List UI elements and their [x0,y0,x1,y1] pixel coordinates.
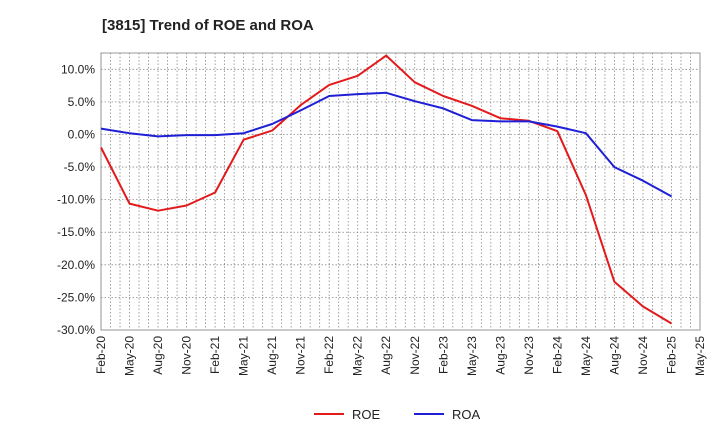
legend-label-roa: ROA [452,407,481,422]
legend: ROE ROA [314,407,481,422]
series-line-roe [100,54,673,325]
x-tick-label: May-22 [351,336,365,376]
x-tick-label: Aug-24 [607,336,621,375]
y-tick-label: 0.0% [68,127,96,141]
x-tick-label: Nov-23 [522,336,536,375]
x-tick-label: May-20 [123,336,137,376]
plot-area [100,52,701,331]
x-tick-label: Aug-22 [379,336,393,375]
chart-title: [3815] Trend of ROE and ROA [102,17,314,34]
y-tick-label: -30.0% [57,323,95,337]
series-line-roa [100,91,672,198]
legend-label-roe: ROE [352,407,381,422]
x-tick-label: Nov-20 [180,336,194,375]
x-tick-label: Feb-24 [550,336,564,374]
x-tick-label: May-23 [465,336,479,376]
x-tick-label: May-25 [693,336,707,376]
x-tick-label: Feb-25 [664,336,678,374]
y-tick-label: -25.0% [57,290,95,304]
x-tick-label: May-21 [237,336,251,376]
y-tick-label: -5.0% [64,160,96,174]
x-tick-label: Feb-23 [436,336,450,374]
x-tick-label: Nov-22 [408,336,422,375]
x-axis-tick-labels: Feb-20 May-20 Aug-20 Nov-20 Feb-21 May-21 Aug-… [94,336,707,376]
x-tick-label: Nov-21 [294,336,308,375]
x-tick-label: Feb-22 [322,336,336,374]
y-tick-label: -15.0% [57,225,95,239]
y-tick-label: -20.0% [57,258,95,272]
y-tick-label: -10.0% [57,193,95,207]
y-tick-label: 5.0% [68,95,96,109]
x-tick-label: May-24 [579,336,593,376]
y-axis-tick-labels: 10.0% 5.0% 0.0% -5.0% -10.0% -15.0% -20.0% -25.… [57,62,95,337]
x-tick-label: Feb-21 [208,336,222,374]
x-tick-label: Feb-20 [94,336,108,374]
x-tick-label: Nov-24 [636,336,650,375]
x-tick-label: Aug-23 [493,336,507,375]
series-lines [100,54,673,325]
x-tick-label: Aug-21 [265,336,279,375]
y-tick-label: 10.0% [61,62,95,76]
x-tick-label: Aug-20 [151,336,165,375]
